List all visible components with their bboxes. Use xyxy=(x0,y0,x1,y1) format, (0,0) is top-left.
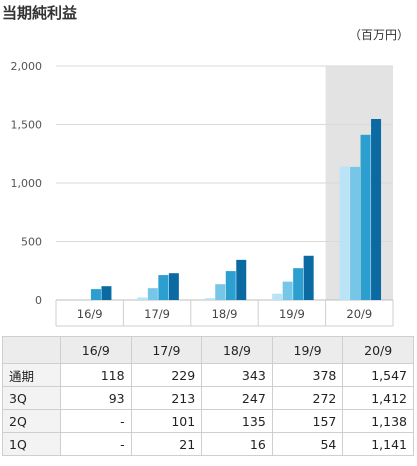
x-tick-label: 19/9 xyxy=(279,307,305,321)
table-header-cell: 18/9 xyxy=(201,336,273,364)
bar xyxy=(272,293,283,300)
table-corner-cell xyxy=(2,336,61,364)
x-tick-label: 18/9 xyxy=(212,307,238,321)
row-label: 2Q xyxy=(2,409,61,433)
x-tick-label: 16/9 xyxy=(77,307,103,321)
bar xyxy=(158,275,169,300)
table-cell: 343 xyxy=(201,363,273,387)
table-cell: 229 xyxy=(130,363,203,387)
bar xyxy=(147,288,158,300)
table-header-cell: 16/9 xyxy=(60,336,132,364)
table-cell: 93 xyxy=(60,386,132,410)
table-header-cell: 17/9 xyxy=(130,336,203,364)
bar xyxy=(215,284,226,300)
bar xyxy=(350,166,361,300)
table-cell: 378 xyxy=(271,363,344,387)
bar xyxy=(225,271,236,300)
bar xyxy=(282,281,293,300)
table-cell: 1,547 xyxy=(342,363,414,387)
bar xyxy=(293,268,304,300)
table-row: 1Q - 21 16 54 1,141 xyxy=(2,432,414,456)
table-cell: - xyxy=(60,409,132,433)
table-cell: 21 xyxy=(130,432,203,456)
x-tick-label: 17/9 xyxy=(144,307,170,321)
bar xyxy=(137,297,148,300)
row-label: 1Q xyxy=(2,432,61,456)
bar xyxy=(339,166,350,300)
bar xyxy=(360,134,371,300)
table-cell: 1,141 xyxy=(342,432,414,456)
table-cell: 118 xyxy=(60,363,132,387)
table-row: 3Q 93 213 247 272 1,412 xyxy=(2,386,414,410)
y-tick-label: 500 xyxy=(21,236,42,249)
table-cell: 16 xyxy=(201,432,273,456)
table-header-cell: 20/9 xyxy=(342,336,414,364)
table-cell: - xyxy=(60,432,132,456)
data-table: 16/9 17/9 18/9 19/9 20/9 通期 118 229 343 … xyxy=(2,336,414,456)
table-cell: 157 xyxy=(271,409,344,433)
bar xyxy=(101,286,112,300)
table-row: 通期 118 229 343 378 1,547 xyxy=(2,363,414,387)
table-cell: 135 xyxy=(201,409,273,433)
x-tick-label: 20/9 xyxy=(346,307,372,321)
y-tick-label: 2,000 xyxy=(11,60,43,73)
bar xyxy=(204,298,215,300)
chart-title: 当期純利益 xyxy=(2,4,78,22)
y-tick-label: 1,000 xyxy=(11,177,43,190)
table-cell: 272 xyxy=(271,386,344,410)
row-label: 通期 xyxy=(2,363,61,387)
row-label: 3Q xyxy=(2,386,61,410)
unit-label: （百万円） xyxy=(348,28,409,42)
y-tick-label: 1,500 xyxy=(11,119,43,132)
table-cell: 1,412 xyxy=(342,386,414,410)
table-header-cell: 19/9 xyxy=(271,336,344,364)
bar xyxy=(90,289,101,300)
table-cell: 1,138 xyxy=(342,409,414,433)
y-tick-label: 0 xyxy=(35,294,42,307)
bar-chart: 0 500 1,000 1,500 2,000 16/9 17/9 18/9 19/9 20/9 xyxy=(11,60,394,327)
table-cell: 247 xyxy=(201,386,273,410)
table-cell: 101 xyxy=(130,409,203,433)
bar xyxy=(303,255,314,300)
table-cell: 54 xyxy=(271,432,344,456)
bar xyxy=(168,273,179,300)
table-header-row: 16/9 17/9 18/9 19/9 20/9 xyxy=(2,336,414,364)
table-cell: 213 xyxy=(130,386,203,410)
bar xyxy=(371,119,382,300)
table-row: 2Q - 101 135 157 1,138 xyxy=(2,409,414,433)
bar xyxy=(236,259,247,300)
